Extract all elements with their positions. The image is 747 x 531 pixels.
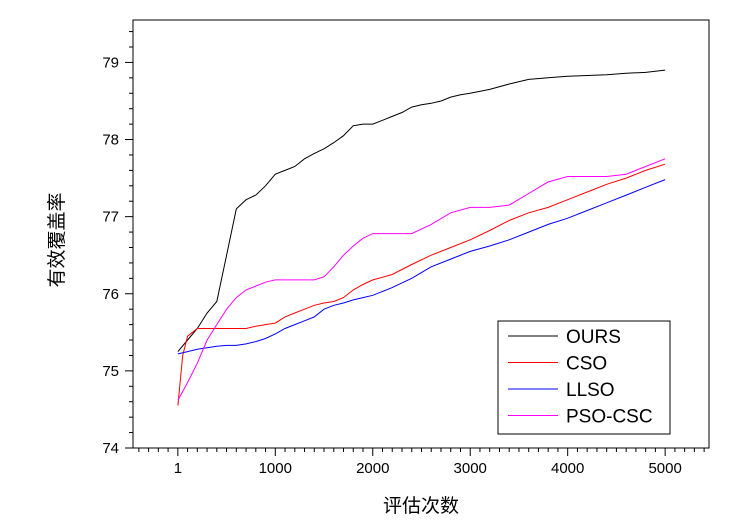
y-axis-title: 有效覆盖率 — [46, 192, 68, 287]
x-tick-label: 2000 — [356, 460, 389, 477]
x-axis-tick-labels: 1 1000 2000 3000 4000 5000 — [174, 460, 682, 477]
y-tick-label: 78 — [102, 132, 119, 149]
x-tick-label: 1 — [174, 460, 182, 477]
legend-label-cso: CSO — [566, 354, 607, 375]
y-tick-label: 74 — [102, 440, 119, 457]
y-tick-label: 77 — [102, 209, 119, 226]
y-axis-ticks — [125, 31, 133, 449]
y-tick-label: 76 — [102, 286, 119, 303]
legend-label-ours: OURS — [566, 327, 621, 348]
x-axis-ticks — [138, 448, 705, 456]
legend-items: OURS CSO LLSO PSO-CSC — [508, 327, 653, 428]
x-axis-title: 评估次数 — [383, 495, 459, 517]
y-axis-tick-labels: 74 75 76 77 78 79 — [102, 54, 119, 457]
series-lines — [177, 69, 666, 406]
series-line-pso-csc — [177, 158, 666, 401]
series-line-llso — [177, 179, 666, 355]
series-line-cso — [177, 163, 666, 406]
legend: OURS CSO LLSO PSO-CSC — [497, 320, 671, 435]
series-line-ours — [177, 69, 666, 352]
x-tick-label: 1000 — [259, 460, 292, 477]
x-tick-label: 4000 — [551, 460, 584, 477]
y-tick-label: 79 — [102, 54, 119, 71]
x-tick-label: 3000 — [454, 460, 487, 477]
legend-label-pso-csc: PSO-CSC — [566, 407, 653, 428]
legend-label-llso: LLSO — [566, 380, 615, 401]
y-tick-label: 75 — [102, 363, 119, 380]
x-tick-label: 5000 — [648, 460, 681, 477]
